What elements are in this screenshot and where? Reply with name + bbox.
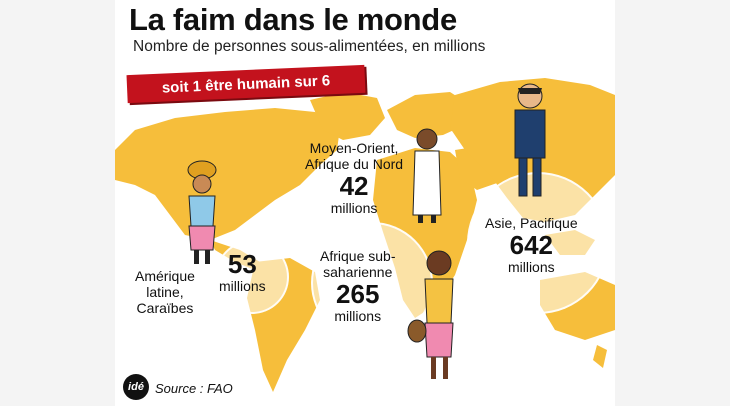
north-america-shape — [115, 108, 340, 240]
region-name-line: Afrique du Nord — [305, 156, 404, 172]
region-name-line: Afrique sub- — [320, 248, 396, 264]
region-value: 53 — [227, 249, 257, 279]
region-name-line: Amérique — [135, 268, 195, 284]
new-zealand-shape — [593, 345, 607, 368]
ratio-banner-text: soit 1 être humain sur 6 — [161, 71, 331, 97]
region-name-line: Caraïbes — [136, 300, 194, 316]
region-name-line: Moyen-Orient, — [309, 140, 399, 156]
region-unit: millions — [334, 308, 382, 324]
region-name-line: latine, — [146, 284, 184, 300]
region-value: 265 — [336, 279, 380, 309]
region-unit: millions — [219, 278, 266, 294]
publisher-logo: idé — [123, 374, 149, 400]
region-name-line: Asie, Pacifique — [485, 215, 578, 231]
region-label-latin-america-name: Amérique latine, Caraïbes — [135, 268, 195, 316]
region-label-subsaharan-africa: Afrique sub- saharienne 265 millions — [320, 248, 395, 324]
page-subtitle: Nombre de personnes sous-alimentées, en … — [133, 38, 486, 55]
person-latin-america-figure — [187, 160, 217, 264]
latin-america-highlight — [215, 240, 289, 314]
region-value-latin-america: 53 millions — [219, 250, 266, 294]
region-label-middle-east: Moyen-Orient, Afrique du Nord 42 million… — [305, 140, 403, 216]
greenland-shape — [310, 92, 385, 140]
region-label-asia-pacific: Asie, Pacifique 642 millions — [485, 215, 578, 275]
person-middle-east-figure — [412, 128, 442, 223]
source-credit: Source : FAO — [155, 381, 233, 396]
person-asia-figure — [514, 83, 546, 197]
infographic-card: La faim dans le monde Nombre de personne… — [115, 0, 615, 406]
region-unit: millions — [330, 200, 378, 216]
region-value: 42 — [339, 171, 369, 201]
page-title: La faim dans le monde — [129, 2, 457, 37]
region-unit: millions — [507, 259, 555, 275]
person-africa-figure — [407, 250, 454, 379]
region-name-line: saharienne — [323, 264, 393, 280]
region-value: 642 — [509, 230, 553, 260]
